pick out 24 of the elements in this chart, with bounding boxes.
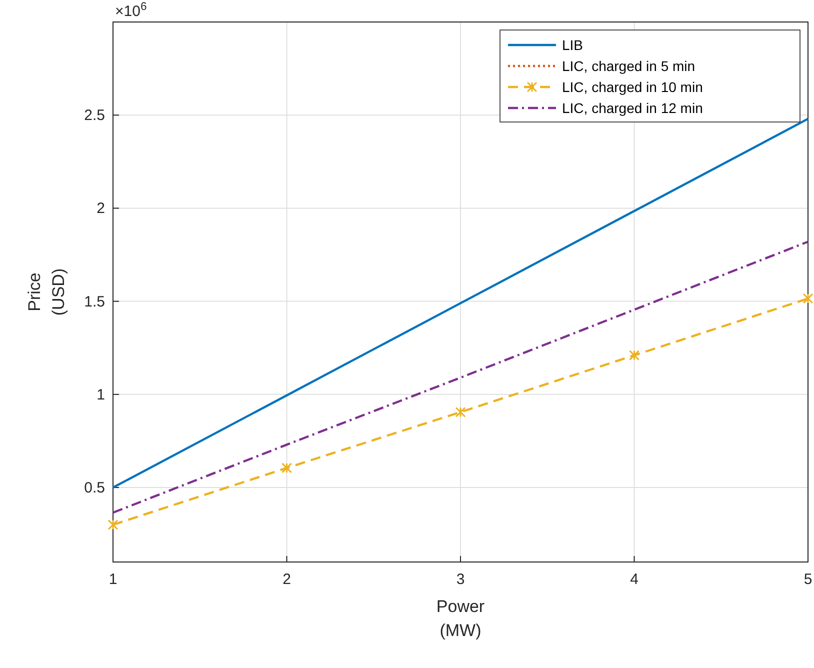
x-tick-label: 2 (282, 571, 291, 588)
point (455, 406, 466, 418)
line-series (112, 118, 810, 489)
y-tick-label: 1 (96, 386, 105, 404)
legend-label: LIC, charged in 5 min (562, 58, 696, 74)
point (108, 520, 118, 530)
line-series (112, 240, 810, 514)
y-axis-title: Price (USD) (25, 268, 68, 316)
y-tick-label: 1.5 (84, 293, 105, 310)
text: ×10$^{6}$ (115, 1, 147, 20)
point (802, 293, 814, 304)
legend-label: LIB (562, 37, 584, 53)
y-tick-label: 2 (96, 200, 105, 218)
point (629, 350, 640, 361)
x-tick-label: 4 (630, 571, 638, 588)
legend-label: LIC, charged in 10 min (562, 79, 703, 95)
x-tick-label: 5 (804, 571, 812, 588)
x-tick-label: 3 (456, 571, 465, 588)
x-axis-title: Power (MW) (436, 597, 485, 640)
y-tick-label: 2.5 (84, 107, 105, 124)
point (282, 462, 292, 474)
y-tick-label: 0.5 (84, 480, 105, 497)
legend-label: LIC, charged in 12 min (562, 100, 703, 116)
x-tick-label: 1 (108, 571, 118, 588)
